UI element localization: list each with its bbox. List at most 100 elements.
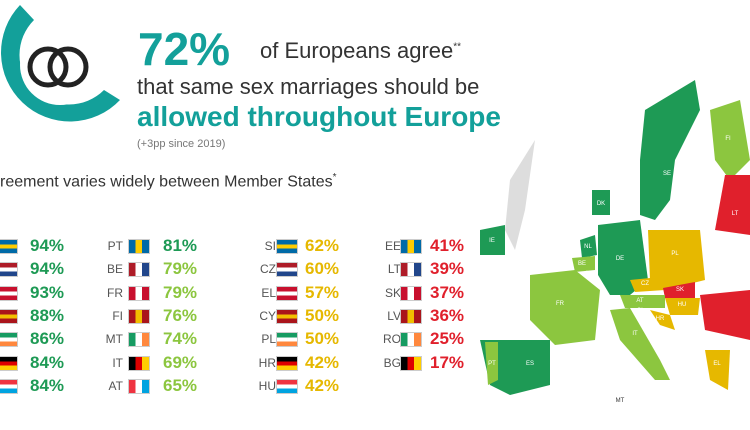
headline: 72% [138, 23, 231, 75]
map-label: DK [597, 201, 605, 207]
flag [400, 355, 422, 371]
map-label: PT [488, 361, 496, 367]
flag [0, 262, 18, 278]
flag [276, 262, 298, 278]
it [610, 308, 670, 380]
map-label: DE [616, 256, 624, 262]
percentage: 17% [430, 352, 465, 372]
map-label: PL [671, 251, 679, 257]
percentage: 76% [163, 305, 198, 325]
percentage: 42% [305, 375, 340, 395]
de [598, 220, 648, 295]
flag [0, 378, 18, 394]
map-label: LU [586, 271, 594, 277]
country-code: SK [384, 285, 401, 300]
headline-text: that same sex marriages should be [137, 74, 480, 99]
percentage: 79% [163, 259, 198, 279]
country-code: FR [107, 285, 123, 300]
flag [0, 239, 18, 254]
logo-arc [1, 5, 121, 122]
footnote-mark: * [332, 172, 337, 183]
percentage: 39% [430, 259, 465, 279]
subtitle: reement varies widely between Member Sta… [0, 172, 337, 191]
ring [27, 46, 69, 88]
map-label: AT [636, 298, 644, 304]
country-code: BG [383, 355, 401, 370]
flag [400, 332, 422, 348]
flag [0, 285, 18, 301]
at [620, 295, 665, 308]
percentage: 60% [305, 259, 340, 279]
percentage: 74% [163, 329, 198, 349]
map-label: IT [632, 331, 638, 337]
flag [400, 262, 422, 278]
country-code: RO [383, 332, 401, 347]
map-label: LT [732, 211, 739, 217]
be [572, 256, 595, 272]
ring [47, 46, 89, 88]
country-code: HR [258, 355, 276, 370]
percentage: 84% [30, 375, 65, 395]
percentage: 81% [163, 236, 198, 255]
map-label: SI [637, 308, 643, 314]
percentage: 50% [305, 329, 340, 349]
ro [700, 290, 750, 340]
percentage: 57% [305, 282, 340, 302]
flag [276, 378, 298, 394]
percentage: 79% [163, 282, 198, 302]
map-label: BE [578, 261, 586, 267]
percentage: 88% [30, 305, 65, 325]
map-label: HU [678, 302, 687, 308]
text: of Europeans agree [260, 38, 454, 63]
country-code: CY [259, 308, 276, 323]
flag [0, 332, 18, 348]
flag [128, 378, 150, 394]
flag [400, 239, 422, 254]
country-code: CZ [260, 262, 276, 277]
country-code: HU [258, 378, 276, 393]
flag [0, 308, 18, 324]
country-code: MT [105, 332, 123, 347]
percentage: 50% [305, 305, 340, 325]
map-label: IE [489, 238, 495, 244]
percentage: 69% [163, 352, 198, 372]
flag [0, 355, 18, 371]
percentage: 41% [430, 236, 465, 255]
baltics [715, 175, 750, 235]
map-label: SK [676, 287, 684, 293]
percentage: 94% [30, 259, 65, 279]
percentage: 36% [430, 305, 465, 325]
headline-emphasis: allowed throughout Europe [137, 101, 501, 132]
headline-text: of Europeans agree** [260, 38, 461, 64]
uk [505, 140, 535, 250]
country-code: LV [387, 308, 401, 323]
country-code: PL [261, 332, 276, 347]
footnote-mark: ** [453, 41, 462, 53]
ie [480, 225, 505, 255]
logo [1, 5, 121, 122]
country-code: EL [261, 285, 276, 300]
flag [276, 239, 298, 254]
percentage: 86% [30, 329, 65, 349]
map-label: HR [656, 316, 665, 322]
percentage: 37% [430, 282, 465, 302]
note: (+3pp since 2019) [137, 138, 226, 150]
sk [663, 282, 695, 298]
percentage: 25% [430, 329, 465, 349]
map-label: CZ [641, 281, 649, 287]
map-label: FI [725, 136, 731, 142]
country-code: EE [384, 239, 401, 253]
pl [648, 230, 705, 290]
country-code: AT [108, 378, 123, 393]
flag [276, 332, 298, 348]
percentage: 94% [30, 236, 65, 255]
hu [665, 298, 700, 315]
flag [128, 239, 150, 254]
nl [580, 235, 597, 258]
flag [400, 308, 422, 324]
map-label: FR [556, 301, 565, 307]
el [705, 350, 730, 390]
map-label: MT [616, 398, 625, 404]
country-code: LT [387, 262, 401, 277]
